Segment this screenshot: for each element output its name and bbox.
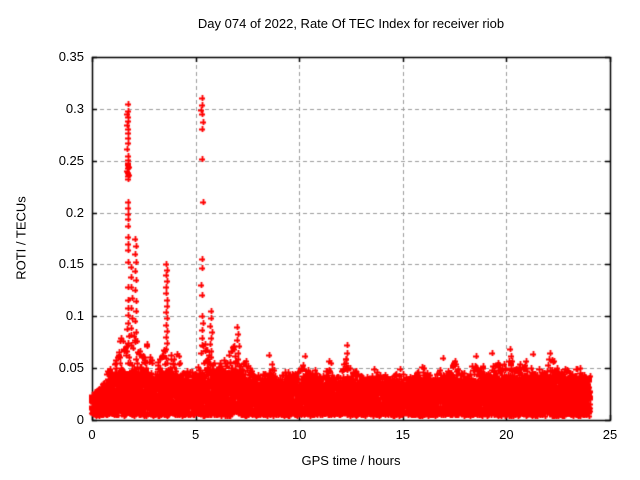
x-tick-label: 15 [395, 427, 411, 442]
y-tick-label: 0.25 [58, 153, 84, 168]
y-tick-label: 0.3 [65, 101, 84, 116]
y-tick-label: 0.2 [65, 205, 84, 220]
x-axis-title: GPS time / hours [301, 453, 401, 468]
chart-title: Day 074 of 2022, Rate Of TEC Index for r… [197, 16, 505, 31]
y-tick-label: 0.1 [65, 308, 84, 323]
x-tick-label: 5 [191, 427, 200, 442]
y-tick-label: 0.15 [58, 256, 84, 271]
x-tick-label: 0 [88, 427, 96, 442]
x-tick-label: 10 [291, 427, 307, 442]
x-tick-label: 20 [499, 427, 514, 442]
y-tick-label: 0 [76, 412, 84, 427]
y-tick-label: 0.05 [58, 360, 84, 375]
y-axis-title: ROTI / TECUs [13, 196, 29, 280]
x-tick-label: 25 [602, 427, 618, 442]
y-tick-label: 0.35 [58, 49, 84, 64]
